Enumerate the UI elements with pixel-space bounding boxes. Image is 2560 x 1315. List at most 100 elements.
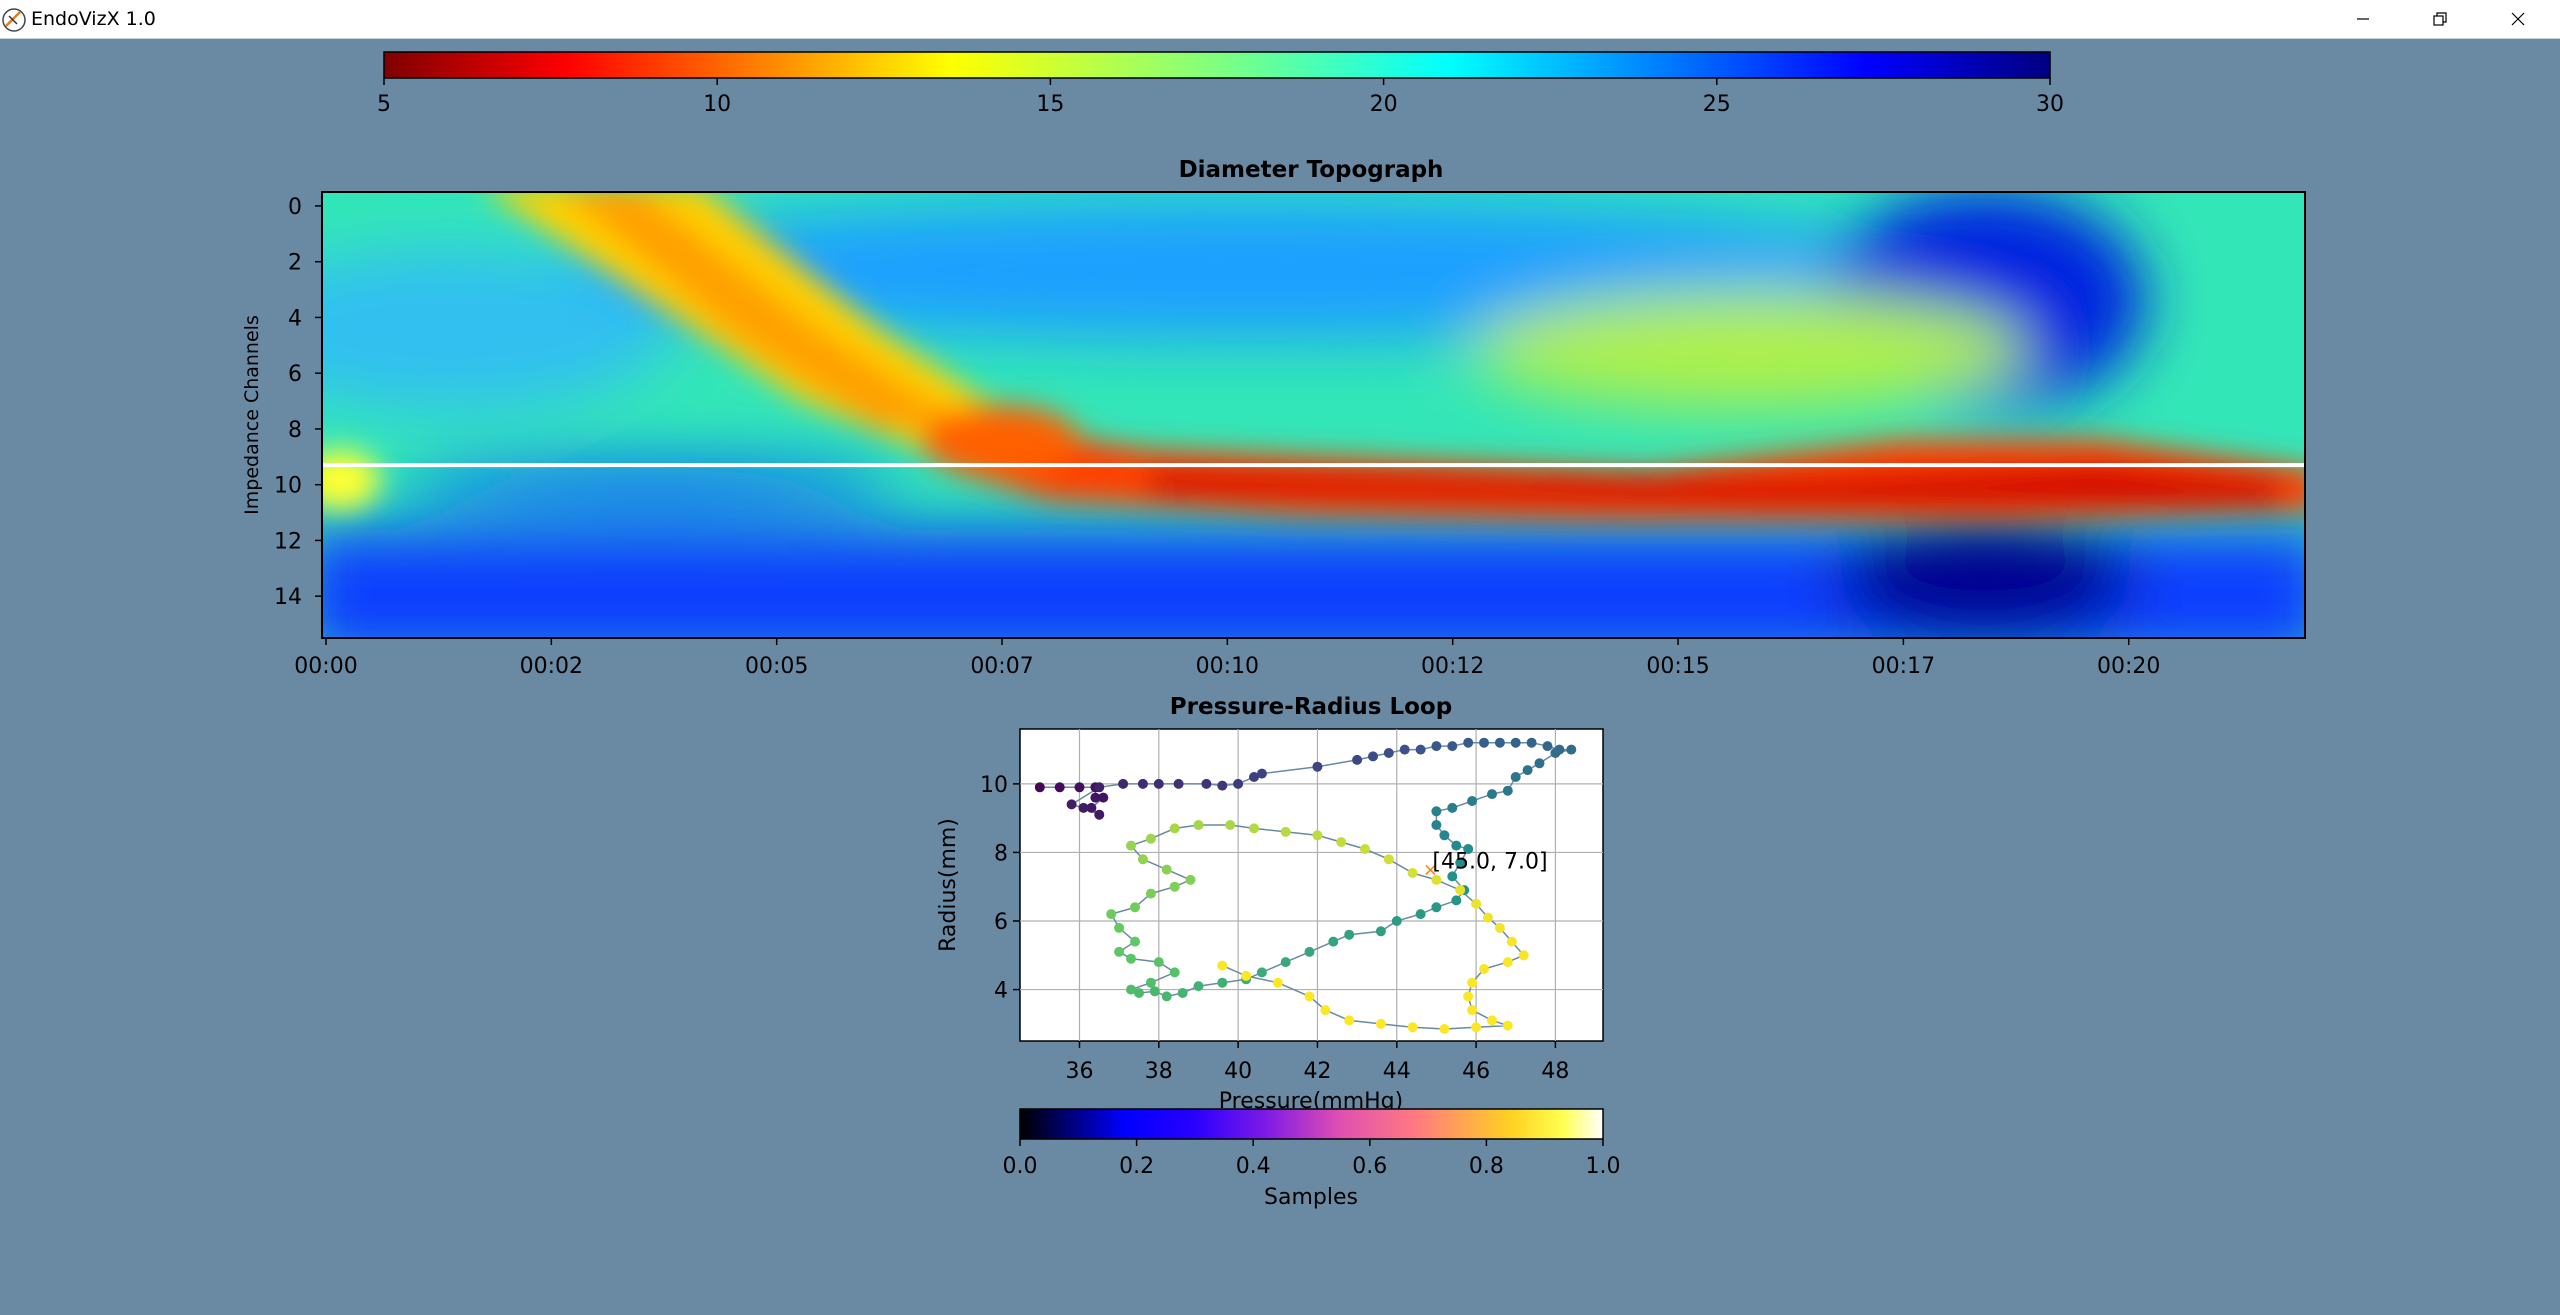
loop-point <box>1217 780 1228 791</box>
colorbar-tick-label: 15 <box>1036 92 1064 117</box>
loop-point <box>1161 991 1172 1002</box>
loop-point <box>1126 953 1136 964</box>
loop-point <box>1431 741 1442 752</box>
loop-point <box>1217 960 1228 971</box>
loop-point <box>1502 1020 1513 1031</box>
x-tick-label: 00:15 <box>1646 654 1709 679</box>
loop-point <box>1256 967 1267 978</box>
loop-point <box>1510 772 1521 782</box>
loop-point <box>1463 991 1474 1002</box>
minimize-button[interactable] <box>2325 0 2401 38</box>
loop-point <box>1415 744 1426 755</box>
colorbar-tick-label: 0.2 <box>1119 1154 1154 1179</box>
loop-point <box>1217 977 1228 988</box>
loop-point <box>1225 820 1236 830</box>
loop-point <box>1201 778 1212 789</box>
close-button[interactable] <box>2480 0 2556 38</box>
y-tick-label: 2 <box>288 251 302 276</box>
loop-point <box>1145 833 1156 844</box>
loop-point <box>1094 782 1105 793</box>
diameter-colorbar: 5 10 15 20 25 30 <box>377 51 2064 117</box>
topograph-title: Diameter Topograph <box>1179 157 1444 183</box>
loop-point <box>1094 809 1105 820</box>
loop-point <box>1467 977 1478 988</box>
restore-icon <box>2433 12 2447 26</box>
loop-point <box>1233 778 1244 789</box>
loop-point <box>1153 778 1164 789</box>
close-icon <box>2511 12 2525 26</box>
colorbar-tick-label: 30 <box>2036 92 2064 117</box>
loop-point <box>1447 871 1458 882</box>
colorbar-tick-label: 0.8 <box>1469 1154 1504 1179</box>
y-tick-label: 4 <box>288 306 302 331</box>
x-tick-label: 00:10 <box>1196 654 1259 679</box>
loop-point <box>1145 888 1156 899</box>
colorbar-tick-label: 20 <box>1370 92 1398 117</box>
loop-point <box>1126 840 1136 851</box>
loop-point <box>1494 737 1505 748</box>
y-tick-label: 6 <box>994 910 1008 935</box>
loop-point <box>1241 970 1252 981</box>
loop-point <box>1463 737 1474 748</box>
loop-point <box>1256 768 1267 779</box>
loop-point <box>1074 782 1085 793</box>
loop-point <box>1054 782 1065 793</box>
loop-point <box>1118 778 1129 789</box>
loop-point <box>1280 957 1291 968</box>
loop-point <box>1126 984 1136 995</box>
colorbar-tick-label: 10 <box>703 92 731 117</box>
loop-point <box>1328 936 1339 947</box>
restore-button[interactable] <box>2402 0 2478 38</box>
loop-point <box>1383 854 1394 865</box>
loop-point <box>1193 820 1204 830</box>
annotation-marker: × <box>1423 860 1438 881</box>
loop-point <box>1471 898 1482 909</box>
y-tick-label: 6 <box>288 362 302 387</box>
loop-point <box>1177 988 1188 998</box>
colorbar-tick-label: 1.0 <box>1586 1154 1621 1179</box>
loop-point <box>1510 737 1521 748</box>
x-tick-label: 00:20 <box>2097 654 2160 679</box>
loop-point <box>1312 830 1323 841</box>
y-tick-label: 10 <box>274 474 302 499</box>
loop-point <box>1034 782 1045 793</box>
loop-point <box>1352 754 1363 765</box>
loop-point <box>1312 761 1323 772</box>
loop-point <box>1066 799 1077 810</box>
loop-point <box>1169 881 1180 892</box>
loop-title: Pressure-Radius Loop <box>1170 694 1452 720</box>
loop-point <box>1130 936 1140 947</box>
samples-colorbar-label: Samples <box>1264 1185 1358 1210</box>
loop-point <box>1137 778 1148 789</box>
loop-point <box>1502 957 1513 968</box>
loop-point <box>1439 830 1450 841</box>
colorbar-tick-label: 0.0 <box>1003 1154 1038 1179</box>
loop-point <box>1114 946 1125 957</box>
loop-point <box>1130 902 1140 913</box>
app-title: EndoVizX 1.0 <box>31 8 156 30</box>
loop-point <box>1566 744 1577 755</box>
loop-point <box>1249 772 1259 782</box>
loop-point <box>1431 874 1442 885</box>
loop-point <box>1447 802 1458 813</box>
y-tick-label: 12 <box>274 529 302 554</box>
loop-point <box>1534 758 1545 769</box>
diameter-topograph-plot: 0 2 4 6 8 10 12 14 00:00 00:02 00:05 00:07 00:10 00:… <box>241 191 2306 679</box>
loop-point <box>1518 950 1529 961</box>
loop-point <box>1185 874 1196 885</box>
loop-point <box>1249 823 1259 834</box>
y-tick-label: 10 <box>980 773 1008 798</box>
loop-point <box>1391 916 1402 926</box>
loop-point <box>1447 741 1458 752</box>
loop-point <box>1522 765 1533 776</box>
loop-point <box>1320 1005 1331 1016</box>
loop-point <box>1344 929 1355 940</box>
samples-colorbar: 0.0 0.2 0.4 0.6 0.8 1.0 Samples <box>1003 1108 1621 1210</box>
loop-point <box>1114 922 1125 933</box>
loop-point <box>1368 751 1378 762</box>
minimize-icon <box>2357 18 2369 20</box>
x-tick-label: 48 <box>1541 1059 1569 1084</box>
loop-point <box>1494 922 1505 933</box>
loop-point <box>1173 778 1184 789</box>
